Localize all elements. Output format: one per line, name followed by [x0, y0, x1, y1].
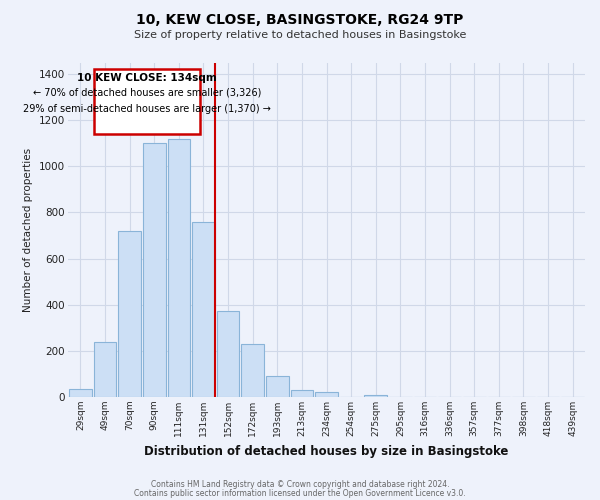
Bar — [118, 231, 141, 397]
Bar — [94, 342, 116, 397]
Text: Size of property relative to detached houses in Basingstoke: Size of property relative to detached ho… — [134, 30, 466, 40]
Bar — [241, 344, 264, 397]
Text: ← 70% of detached houses are smaller (3,326): ← 70% of detached houses are smaller (3,… — [32, 88, 261, 98]
Bar — [290, 390, 313, 397]
X-axis label: Distribution of detached houses by size in Basingstoke: Distribution of detached houses by size … — [145, 444, 509, 458]
Bar — [266, 376, 289, 397]
Bar — [143, 143, 166, 397]
Bar — [364, 394, 387, 397]
Y-axis label: Number of detached properties: Number of detached properties — [23, 148, 34, 312]
Text: 10, KEW CLOSE, BASINGSTOKE, RG24 9TP: 10, KEW CLOSE, BASINGSTOKE, RG24 9TP — [136, 12, 464, 26]
Bar — [167, 138, 190, 397]
Bar — [217, 310, 239, 397]
FancyBboxPatch shape — [94, 70, 200, 134]
Text: 10 KEW CLOSE: 134sqm: 10 KEW CLOSE: 134sqm — [77, 73, 217, 83]
Text: 29% of semi-detached houses are larger (1,370) →: 29% of semi-detached houses are larger (… — [23, 104, 271, 114]
Bar — [315, 392, 338, 397]
Text: Contains public sector information licensed under the Open Government Licence v3: Contains public sector information licen… — [134, 489, 466, 498]
Bar — [192, 222, 215, 397]
Text: Contains HM Land Registry data © Crown copyright and database right 2024.: Contains HM Land Registry data © Crown c… — [151, 480, 449, 489]
Bar — [69, 389, 92, 397]
